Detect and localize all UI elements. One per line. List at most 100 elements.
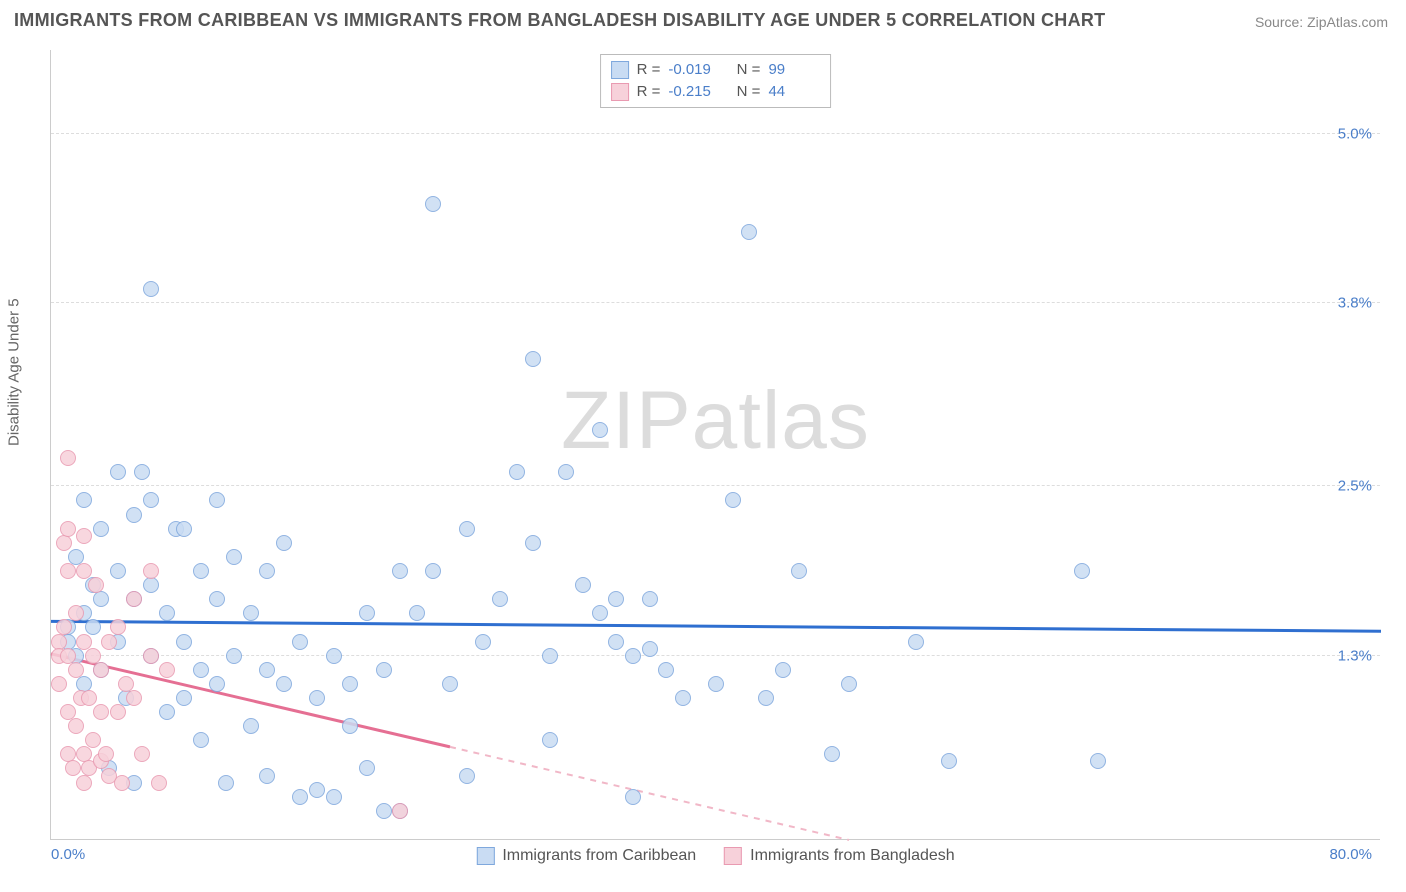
legend-swatch (611, 83, 629, 101)
scatter-point (76, 528, 92, 544)
scatter-point (68, 718, 84, 734)
scatter-point (592, 422, 608, 438)
scatter-point (425, 196, 441, 212)
gridline (51, 485, 1380, 486)
legend-item: Immigrants from Caribbean (476, 847, 696, 865)
legend-swatch (724, 847, 742, 865)
scatter-point (151, 775, 167, 791)
source-attribution: Source: ZipAtlas.com (1255, 14, 1388, 30)
scatter-point (326, 789, 342, 805)
scatter-point (542, 648, 558, 664)
scatter-point (93, 591, 109, 607)
scatter-point (60, 521, 76, 537)
scatter-point (725, 492, 741, 508)
scatter-point (492, 591, 508, 607)
scatter-point (376, 803, 392, 819)
scatter-point (425, 563, 441, 579)
scatter-point (292, 634, 308, 650)
scatter-point (758, 690, 774, 706)
scatter-point (259, 563, 275, 579)
scatter-point (824, 746, 840, 762)
stat-n-label: N = (728, 59, 760, 81)
source-link[interactable]: ZipAtlas.com (1307, 14, 1388, 30)
scatter-point (134, 464, 150, 480)
scatter-point (56, 535, 72, 551)
stat-r-label: R = (637, 81, 661, 103)
stat-r-value: -0.019 (668, 59, 720, 81)
scatter-point (143, 281, 159, 297)
scatter-point (509, 464, 525, 480)
scatter-point (708, 676, 724, 692)
scatter-point (114, 775, 130, 791)
scatter-point (675, 690, 691, 706)
scatter-point (159, 605, 175, 621)
scatter-point (60, 450, 76, 466)
stat-n-value: 44 (768, 81, 820, 103)
x-axis-max: 80.0% (1329, 846, 1372, 863)
scatter-point (51, 676, 67, 692)
scatter-point (76, 563, 92, 579)
scatter-point (143, 577, 159, 593)
scatter-point (226, 549, 242, 565)
scatter-point (209, 676, 225, 692)
scatter-point (193, 563, 209, 579)
scatter-point (442, 676, 458, 692)
scatter-point (342, 676, 358, 692)
scatter-point (741, 224, 757, 240)
stat-n-value: 99 (768, 59, 820, 81)
stat-r-label: R = (637, 59, 661, 81)
scatter-point (326, 648, 342, 664)
scatter-point (93, 704, 109, 720)
stats-row: R = -0.019 N = 99 (611, 59, 821, 81)
stats-row: R = -0.215 N = 44 (611, 81, 821, 103)
y-tick-label: 3.8% (1338, 294, 1372, 311)
scatter-point (575, 577, 591, 593)
legend-label: Immigrants from Bangladesh (750, 847, 955, 865)
scatter-point (292, 789, 308, 805)
scatter-point (65, 760, 81, 776)
scatter-point (525, 351, 541, 367)
scatter-point (143, 492, 159, 508)
legend-item: Immigrants from Bangladesh (724, 847, 955, 865)
scatter-point (558, 464, 574, 480)
y-tick-label: 1.3% (1338, 647, 1372, 664)
scatter-point (259, 662, 275, 678)
scatter-point (68, 662, 84, 678)
scatter-point (359, 605, 375, 621)
watermark: ZIPatlas (561, 374, 870, 468)
y-tick-label: 5.0% (1338, 125, 1372, 142)
scatter-point (259, 768, 275, 784)
scatter-point (110, 619, 126, 635)
bottom-legend: Immigrants from Caribbean Immigrants from… (476, 847, 954, 865)
scatter-point (126, 591, 142, 607)
scatter-point (342, 718, 358, 734)
scatter-point (542, 732, 558, 748)
legend-label: Immigrants from Caribbean (502, 847, 696, 865)
chart-title: IMMIGRANTS FROM CARIBBEAN VS IMMIGRANTS … (14, 10, 1105, 31)
scatter-point (226, 648, 242, 664)
scatter-point (98, 746, 114, 762)
x-axis-min: 0.0% (51, 846, 85, 863)
plot-area: ZIPatlas R = -0.019 N = 99R = -0.215 N =… (50, 50, 1380, 840)
scatter-point (908, 634, 924, 650)
scatter-point (409, 605, 425, 621)
scatter-point (126, 507, 142, 523)
scatter-point (941, 753, 957, 769)
scatter-point (159, 704, 175, 720)
scatter-point (143, 563, 159, 579)
scatter-point (658, 662, 674, 678)
watermark-text: ZIPatlas (561, 375, 870, 466)
scatter-point (88, 577, 104, 593)
scatter-point (159, 662, 175, 678)
scatter-point (110, 704, 126, 720)
scatter-point (81, 690, 97, 706)
y-axis-label: Disability Age Under 5 (6, 298, 23, 446)
scatter-point (642, 591, 658, 607)
scatter-point (134, 746, 150, 762)
scatter-point (176, 690, 192, 706)
scatter-point (243, 718, 259, 734)
stat-r-value: -0.215 (668, 81, 720, 103)
scatter-point (376, 662, 392, 678)
scatter-point (392, 563, 408, 579)
scatter-point (193, 662, 209, 678)
